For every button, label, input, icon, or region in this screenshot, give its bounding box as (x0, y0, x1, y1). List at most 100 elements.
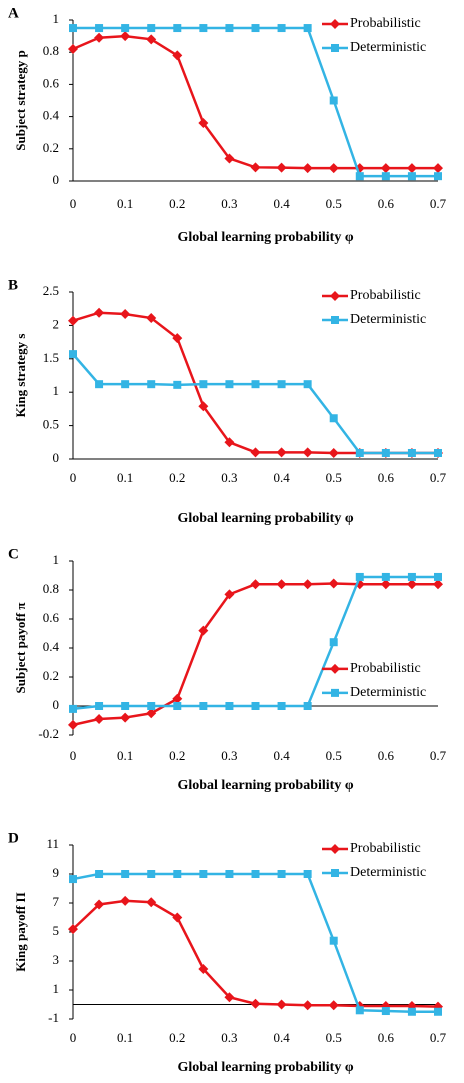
y-axis-label: Subject strategy p (13, 50, 28, 150)
legend-marker (330, 844, 340, 854)
marker (121, 870, 130, 878)
marker (172, 50, 183, 61)
x-tick-label: 0.6 (378, 196, 395, 211)
x-tick-label: 0.3 (221, 196, 237, 211)
x-tick-label: 0.5 (326, 1030, 342, 1045)
y-tick-label: 0 (53, 450, 60, 465)
marker (355, 448, 364, 457)
x-tick-label: 0.4 (273, 1030, 290, 1045)
x-tick-label: 0.3 (221, 1030, 237, 1045)
marker (250, 579, 261, 590)
x-tick-label: 0.4 (273, 196, 290, 211)
marker (172, 693, 183, 704)
marker (303, 380, 312, 389)
marker (407, 172, 416, 181)
marker (250, 447, 261, 458)
marker (95, 870, 104, 878)
y-tick-label: 1 (53, 552, 60, 567)
x-tick-label: 0.7 (430, 470, 447, 485)
marker (225, 702, 234, 710)
y-tick-label: 0.6 (43, 610, 60, 625)
legend-marker (331, 316, 339, 324)
marker (251, 24, 260, 33)
marker (147, 24, 156, 33)
marker (277, 24, 286, 33)
x-tick-label: 0.4 (273, 748, 290, 763)
marker (406, 579, 417, 590)
y-axis-label: Subject payoff π (13, 603, 28, 694)
marker (328, 1000, 339, 1011)
marker (381, 448, 390, 457)
marker (302, 447, 313, 458)
x-tick-label: 0.2 (169, 470, 185, 485)
marker (407, 448, 416, 457)
y-tick-label: 7 (53, 894, 60, 909)
marker (277, 702, 286, 710)
marker (120, 895, 131, 906)
marker (95, 24, 104, 33)
y-tick-label: 0.5 (43, 417, 59, 432)
y-tick-label: 11 (46, 836, 59, 851)
marker (199, 870, 208, 878)
x-axis-label: Global learning probability φ (177, 1060, 353, 1075)
legend-label: Deterministic (350, 40, 426, 55)
y-tick-label: 0 (53, 697, 60, 712)
x-tick-label: 0.5 (326, 748, 342, 763)
y-tick-label: 3 (53, 952, 60, 967)
legend-marker (330, 291, 340, 301)
panel-label: D (8, 830, 19, 846)
marker (407, 1007, 416, 1016)
y-tick-label: 0.2 (43, 140, 59, 155)
x-axis-label: Global learning probability φ (177, 778, 353, 793)
marker (199, 380, 208, 389)
marker (95, 702, 104, 710)
marker (69, 350, 77, 359)
x-tick-label: 0.5 (326, 196, 342, 211)
marker (198, 401, 209, 412)
marker (94, 714, 105, 725)
marker (94, 899, 105, 910)
series-line (72, 899, 439, 1008)
legend-label: Probabilistic (350, 841, 421, 856)
marker (434, 572, 442, 581)
marker (173, 702, 182, 710)
y-tick-label: -0.2 (38, 726, 59, 741)
marker (68, 924, 78, 935)
marker (146, 34, 157, 45)
marker (434, 172, 442, 181)
marker (328, 163, 339, 174)
marker (329, 936, 338, 945)
panel-label: C (8, 546, 19, 562)
marker (276, 999, 287, 1010)
x-tick-label: 0.6 (378, 470, 395, 485)
y-tick-label: -1 (48, 1010, 59, 1025)
y-tick-label: 0.4 (43, 639, 60, 654)
marker (147, 380, 156, 389)
y-tick-label: 2 (53, 316, 60, 331)
x-tick-label: 0.1 (117, 196, 133, 211)
marker (302, 163, 313, 174)
y-tick-label: 9 (53, 865, 60, 880)
marker (121, 380, 130, 389)
y-tick-label: 5 (53, 923, 60, 938)
x-tick-label: 0.3 (221, 748, 237, 763)
marker (224, 992, 235, 1003)
x-tick-label: 0 (70, 196, 77, 211)
marker (172, 912, 183, 923)
y-tick-label: 0.6 (43, 75, 60, 90)
legend-label: Deterministic (350, 312, 426, 327)
x-tick-label: 0.7 (430, 196, 447, 211)
marker (94, 32, 105, 43)
x-tick-label: 0.1 (117, 748, 133, 763)
y-tick-label: 2.5 (43, 283, 59, 298)
marker (329, 638, 338, 647)
y-tick-label: 0 (53, 172, 60, 187)
marker (302, 1000, 313, 1011)
marker (302, 579, 313, 590)
legend-marker (330, 19, 340, 29)
legend-label: Probabilistic (350, 288, 421, 303)
marker (303, 870, 312, 878)
marker (146, 708, 157, 719)
legend-label: Deterministic (350, 865, 426, 880)
